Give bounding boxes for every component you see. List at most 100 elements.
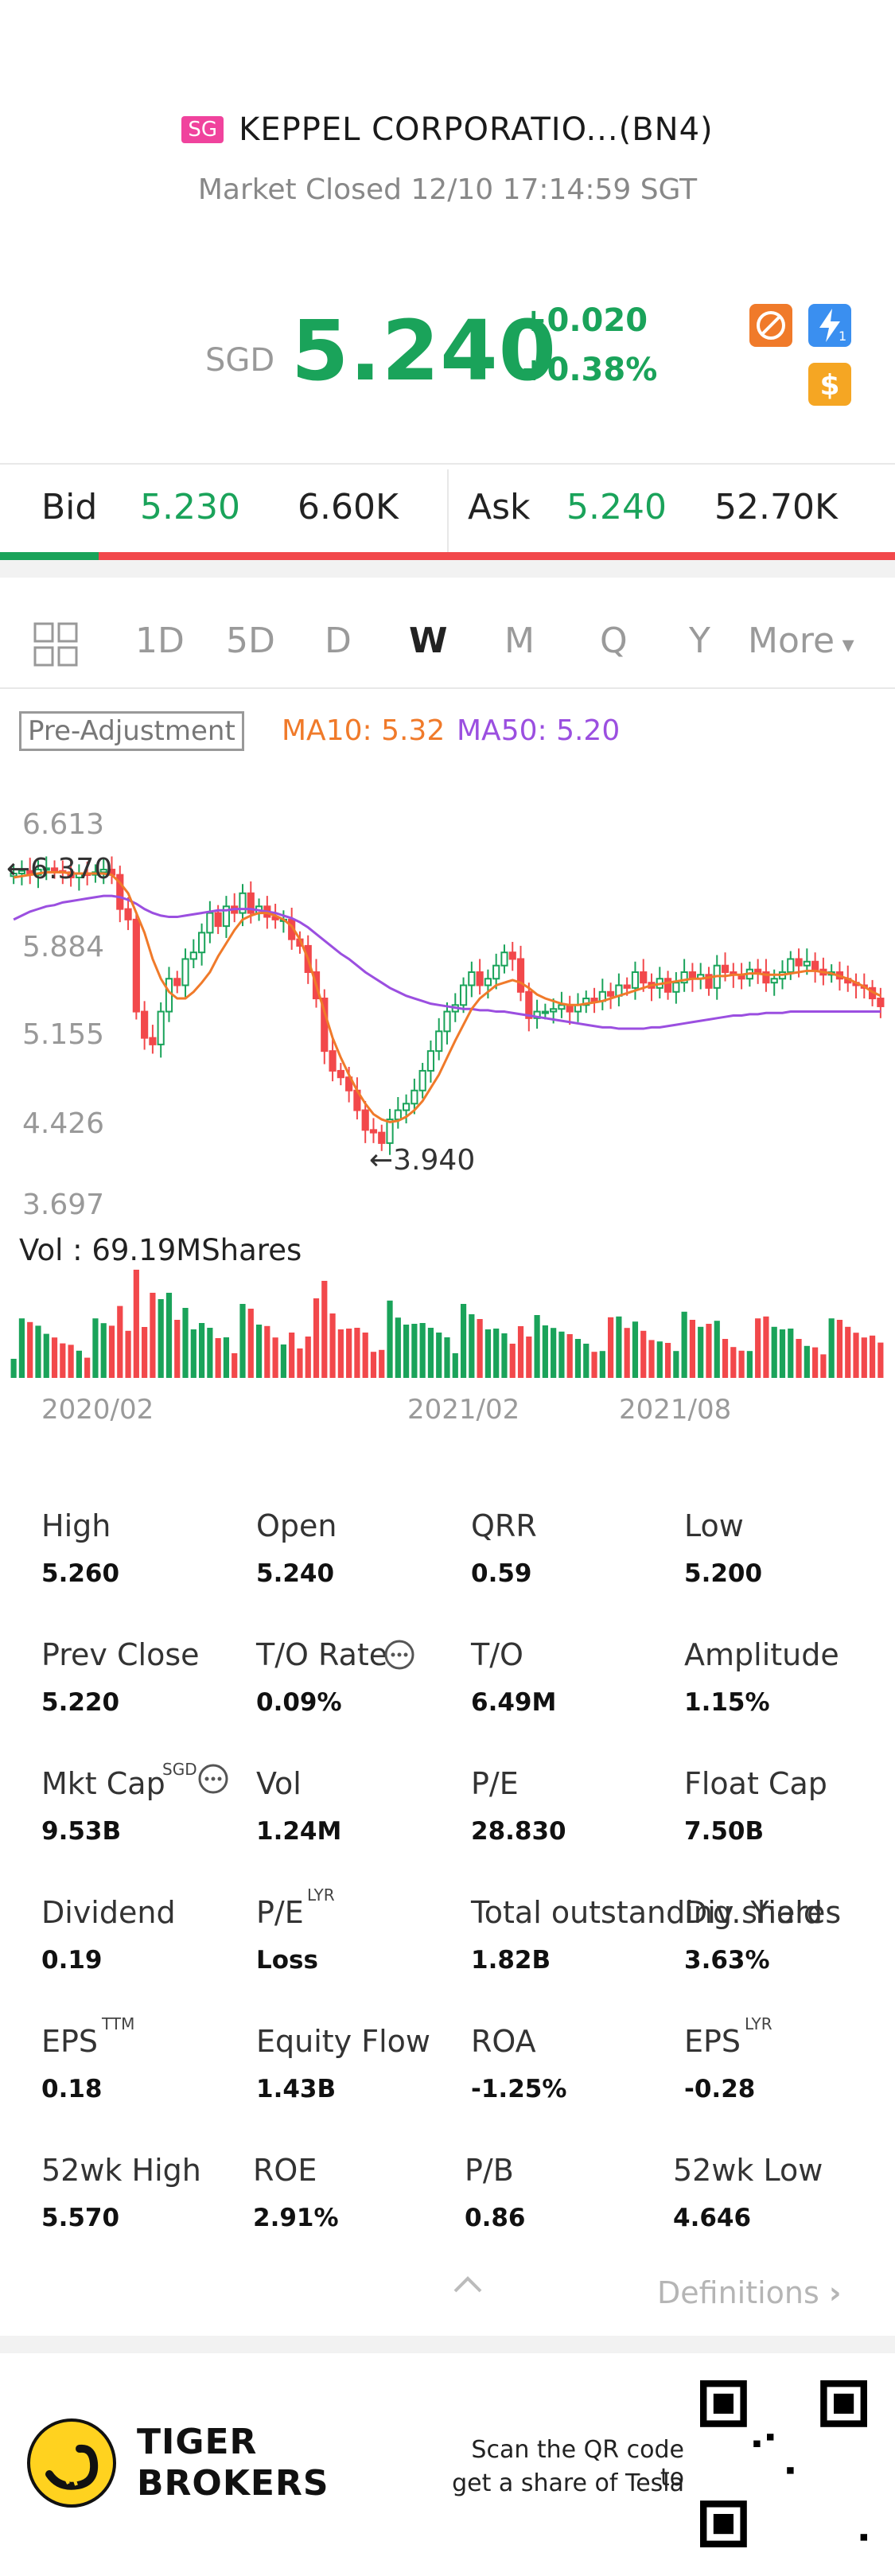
price-chart[interactable] [0,796,895,1241]
stock-title[interactable]: KEPPEL CORPORATIO...(BN4) [239,111,714,148]
info-icon[interactable] [197,1763,229,1798]
volume-bar [714,1321,720,1378]
stat-value: Loss [256,1946,318,1975]
tab-1d[interactable]: 1D [135,621,185,661]
tab-more[interactable]: More ▾ [748,621,854,661]
candle-body [369,1129,378,1134]
qr-code[interactable] [700,2380,867,2547]
stat-value: 1.82B [471,1946,551,1975]
dollar-icon[interactable]: $ [808,363,851,406]
candle-body [516,958,525,993]
volume-bar [501,1333,508,1378]
tab-w[interactable]: W [409,621,448,661]
candle-body [206,912,214,934]
stat-label: Total outstanding shares [471,1895,842,1930]
stat-value: 7.50B [684,1817,765,1846]
candle-body [222,905,231,928]
candle-body [132,918,140,1013]
candle-body [337,1069,344,1079]
stat-value: 5.240 [256,1559,335,1588]
definitions-link[interactable]: Definitions › [657,2275,842,2310]
ma10-label: MA10: 5.32 [282,714,446,747]
stat-value: 1.24M [256,1817,342,1846]
volume-bar [313,1298,320,1378]
volume-bar [255,1325,263,1378]
tab-q[interactable]: Q [600,621,628,661]
more-label: More [748,621,835,661]
divider [0,463,895,465]
candle-body [181,958,189,986]
ma10-line [13,870,881,1123]
grid-icon[interactable] [33,622,78,670]
bid-size: 6.60K [298,487,399,527]
candle-body [116,874,124,910]
candle-body [877,998,885,1007]
svg-text:1: 1 [839,329,846,344]
stat-value: 5.260 [41,1559,120,1588]
candle-body [459,984,468,1006]
volume-bar [158,1299,164,1378]
volume-bar [796,1339,802,1378]
pre-adjustment-button[interactable]: Pre-Adjustment [19,711,244,751]
volume-bar [10,1359,17,1378]
candle-body [492,964,500,980]
volume-bar [452,1353,458,1378]
stat-label: T/O [471,1637,523,1672]
candle-body [361,1109,369,1131]
stat-superscript: LYR [745,2014,772,2033]
qr-module [753,2440,761,2447]
volume-bar [534,1315,540,1378]
stat-label: EPS [684,2024,741,2059]
volume-bar [43,1333,49,1378]
stat-value: 9.53B [41,1817,122,1846]
chevron-up-icon[interactable] [450,2272,485,2299]
volume-bar [869,1335,876,1378]
volume-bar [51,1337,58,1378]
candle-body [239,892,247,914]
volume-bar [18,1318,25,1378]
y-tick: 6.613 [22,808,105,841]
volume-bar [460,1304,467,1378]
volume-bar [68,1344,74,1378]
volume-bar [182,1308,189,1378]
volume-bar [779,1329,786,1378]
candle-body [607,990,615,997]
candle-body [754,968,762,973]
price-change: +0.020 [520,302,648,339]
tab-m[interactable]: M [504,621,535,661]
candle-body [10,873,18,877]
qr-module [860,2534,867,2541]
volume-bar [165,1293,173,1378]
tab-d[interactable]: D [325,621,352,661]
no-smoking-icon[interactable] [749,304,792,347]
volume-bar [722,1339,729,1378]
volume-bar [706,1324,712,1378]
volume-bar [517,1326,524,1378]
volume-bar [558,1331,565,1378]
stat-label: Div. Yield [684,1895,823,1930]
volume-bar [583,1344,590,1378]
candle-body [541,1010,549,1014]
brand-line-1: TIGER [137,2422,258,2462]
tab-5d[interactable]: 5D [226,621,275,661]
volume-bar [771,1326,777,1378]
divider [0,687,895,689]
volume-bar [92,1318,99,1378]
candle-body [247,892,255,914]
volume-label: Vol : 69.19MShares [19,1233,302,1267]
volume-bar [738,1350,745,1378]
tab-y[interactable]: Y [689,621,710,661]
volume-chart[interactable] [0,1270,895,1378]
volume-bar [877,1342,884,1378]
stat-value: 0.86 [465,2204,526,2232]
volume-bar [27,1321,33,1378]
y-tick: 3.697 [22,1189,105,1221]
info-icon[interactable] [383,1639,415,1674]
arrow-left-icon: ← [6,853,31,885]
lightning-icon[interactable]: 1 [808,304,851,347]
volume-bar [599,1351,605,1378]
high-marker: ←6.370 [6,853,112,885]
candle-body [173,978,181,986]
bid-price: 5.230 [140,487,240,527]
volume-bar [591,1352,597,1378]
